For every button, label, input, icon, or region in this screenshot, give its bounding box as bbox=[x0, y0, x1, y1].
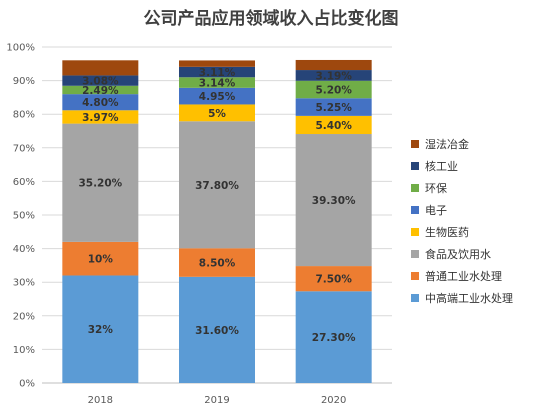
bars bbox=[62, 59, 372, 383]
legend-swatch bbox=[411, 228, 419, 236]
y-tick-label: 30% bbox=[13, 278, 35, 289]
data-label: 3.97% bbox=[82, 112, 119, 124]
legend-swatch bbox=[411, 250, 419, 258]
legend-swatch bbox=[411, 294, 419, 302]
bar-segment bbox=[179, 248, 255, 277]
bar-segment bbox=[295, 134, 372, 267]
legend-label: 生物医药 bbox=[425, 225, 469, 239]
bar-segment bbox=[179, 276, 255, 383]
chart-title: 公司产品应用领域收入占比变化图 bbox=[144, 8, 399, 29]
y-tick-label: 60% bbox=[13, 177, 35, 188]
data-label: 35.20% bbox=[78, 178, 122, 190]
bar-segment bbox=[295, 80, 372, 99]
bar-segment bbox=[179, 121, 255, 249]
bar-segment bbox=[62, 110, 139, 124]
legend-swatch bbox=[411, 272, 419, 280]
bar-segment bbox=[295, 115, 372, 135]
bar-segment bbox=[295, 266, 372, 292]
y-tick-label: 80% bbox=[13, 110, 35, 121]
legend-swatch bbox=[411, 140, 419, 148]
bar-segment bbox=[295, 70, 372, 81]
bar-segment bbox=[295, 98, 372, 116]
legend-swatch bbox=[411, 162, 419, 170]
bar-segment bbox=[62, 60, 139, 76]
legend-label: 环保 bbox=[425, 181, 447, 195]
data-label: 4.95% bbox=[199, 91, 236, 103]
data-label: 39.30% bbox=[312, 195, 356, 207]
data-label: 5% bbox=[208, 108, 226, 120]
data-label: 3.19% bbox=[315, 70, 352, 82]
legend-swatch bbox=[411, 206, 419, 214]
bar-segment bbox=[179, 104, 255, 122]
data-label: 4.80% bbox=[82, 97, 119, 109]
bar-segment bbox=[295, 291, 372, 383]
x-axis: 2018 2019 2020 bbox=[88, 395, 347, 406]
data-label: 32% bbox=[88, 324, 114, 336]
x-tick-label: 2020 bbox=[321, 395, 346, 406]
y-tick-label: 20% bbox=[13, 311, 35, 322]
bar-segment bbox=[62, 85, 139, 95]
data-label: 3.08% bbox=[82, 76, 119, 88]
legend-label: 食品及饮用水 bbox=[425, 247, 491, 261]
data-labels: 32% 10% 35.20% 3.97% 4.80%2.49%3.08% 31.60% 8.… bbox=[78, 67, 356, 344]
data-label: 5.40% bbox=[315, 120, 352, 132]
data-label: 5.25% bbox=[315, 102, 352, 114]
y-axis: 0% 10% 20% 30% 40% 50% 60% 70% 80% 90% 100% bbox=[6, 43, 35, 390]
legend-label: 湿法冶金 bbox=[425, 137, 469, 151]
y-tick-label: 70% bbox=[13, 143, 35, 154]
data-label: 8.50% bbox=[199, 258, 236, 270]
bar-segment bbox=[295, 59, 372, 71]
data-label: 27.30% bbox=[312, 332, 356, 344]
bar-segment bbox=[179, 77, 255, 88]
data-label: 2.49% bbox=[82, 85, 119, 97]
data-label: 5.20% bbox=[315, 85, 352, 97]
bar-segment bbox=[179, 60, 255, 67]
bar-segment bbox=[62, 275, 139, 383]
bar-segment bbox=[62, 123, 139, 242]
x-tick-label: 2018 bbox=[88, 395, 113, 406]
bar-segment bbox=[179, 66, 255, 78]
y-tick-label: 40% bbox=[13, 244, 35, 255]
y-tick-label: 50% bbox=[13, 211, 35, 222]
y-tick-label: 90% bbox=[13, 76, 35, 87]
legend-label: 核工业 bbox=[425, 159, 458, 173]
data-label: 3.11% bbox=[199, 67, 236, 79]
x-tick-label: 2019 bbox=[204, 395, 229, 406]
data-label: 31.60% bbox=[195, 325, 239, 337]
data-label: 10% bbox=[88, 254, 114, 266]
legend-label: 普通工业水处理 bbox=[425, 269, 502, 283]
legend-label: 中高端工业水处理 bbox=[425, 291, 513, 305]
legend-swatch bbox=[411, 184, 419, 192]
y-tick-label: 10% bbox=[13, 345, 35, 356]
y-tick-label: 0% bbox=[19, 379, 35, 390]
y-tick-label: 100% bbox=[6, 43, 35, 54]
bar-segment bbox=[62, 94, 139, 111]
data-label: 3.14% bbox=[199, 78, 236, 90]
legend-label: 电子 bbox=[425, 204, 447, 217]
bar-segment bbox=[62, 75, 139, 86]
bar-segment bbox=[62, 241, 139, 276]
bar-segment bbox=[179, 87, 255, 105]
data-label: 37.80% bbox=[195, 180, 239, 192]
data-label: 7.50% bbox=[315, 274, 352, 286]
